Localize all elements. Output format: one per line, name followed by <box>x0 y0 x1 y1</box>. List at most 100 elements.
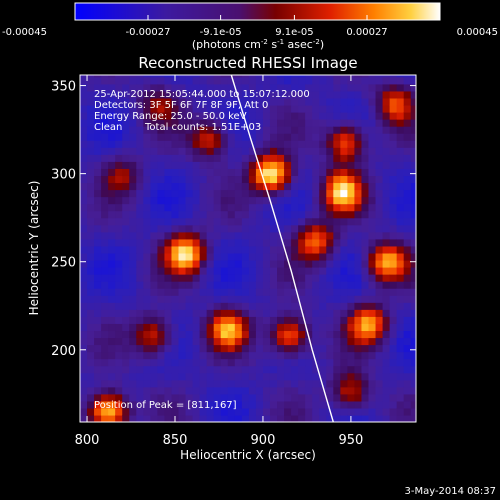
heatmap-cell <box>192 111 201 120</box>
heatmap-cell <box>136 393 144 402</box>
heatmap-cell <box>333 189 341 198</box>
heatmap-cell <box>164 309 173 317</box>
heatmap-cell <box>277 119 285 127</box>
heatmap-cell <box>396 196 405 205</box>
heatmap-cell <box>347 365 356 374</box>
heatmap-cell <box>220 351 229 360</box>
heatmap-cell <box>129 295 137 303</box>
heatmap-cell <box>312 400 320 409</box>
heatmap-cell <box>164 372 173 381</box>
heatmap-cell <box>269 351 278 360</box>
heatmap-cell <box>396 210 405 219</box>
heatmap-cell <box>326 365 334 374</box>
heatmap-cell <box>312 407 320 416</box>
heatmap-cell <box>101 231 109 240</box>
heatmap-cell <box>277 281 285 289</box>
heatmap-cell <box>255 97 264 106</box>
heatmap-cell <box>234 182 243 191</box>
heatmap-cell <box>375 231 384 240</box>
heatmap-cell <box>396 97 405 106</box>
heatmap-cell <box>382 302 391 310</box>
heatmap-cell <box>241 288 250 296</box>
heatmap-cell <box>206 133 215 141</box>
heatmap-cell <box>354 182 363 191</box>
heatmap-cell <box>375 175 384 184</box>
heatmap-cell <box>234 133 243 141</box>
heatmap-cell <box>312 104 320 113</box>
heatmap-cell <box>234 210 243 219</box>
heatmap-cell <box>361 309 370 317</box>
heatmap-cell <box>305 147 313 155</box>
heatmap-cell <box>375 407 384 416</box>
heatmap-cell <box>396 111 405 120</box>
heatmap-cell <box>340 337 348 346</box>
heatmap-cell <box>410 75 416 78</box>
heatmap-cell <box>178 323 187 332</box>
heatmap-cell <box>171 330 180 339</box>
heatmap-cell <box>284 90 292 99</box>
heatmap-cell <box>143 111 151 120</box>
heatmap-cell <box>403 182 412 191</box>
heatmap-cell <box>361 344 370 353</box>
heatmap-cell <box>284 393 292 402</box>
heatmap-cell <box>185 259 194 268</box>
heatmap-cell <box>150 168 159 177</box>
heatmap-cell <box>234 386 243 395</box>
heatmap-cell <box>129 407 137 416</box>
heatmap-cell <box>122 231 130 240</box>
heatmap-cell <box>312 126 320 134</box>
heatmap-cell <box>157 351 166 360</box>
heatmap-cell <box>164 351 173 360</box>
heatmap-cell <box>150 140 159 148</box>
heatmap-cell <box>347 203 356 212</box>
heatmap-cell <box>101 337 109 346</box>
heatmap-cell <box>269 414 278 422</box>
heatmap-cell <box>94 274 102 282</box>
heatmap-cell <box>108 76 116 85</box>
x-axis-label: Heliocentric X (arcsec) <box>180 448 316 462</box>
heatmap-cell <box>185 252 194 261</box>
heatmap-cell <box>312 210 320 219</box>
heatmap-cell <box>389 154 398 162</box>
heatmap-cell <box>115 309 123 317</box>
heatmap-cell <box>319 379 327 388</box>
heatmap-cell <box>354 281 363 289</box>
heatmap-cell <box>87 252 95 261</box>
heatmap-cell <box>410 351 416 360</box>
heatmap-cell <box>220 224 229 233</box>
heatmap-cell <box>199 295 208 303</box>
heatmap-cell <box>248 337 257 346</box>
heatmap-cell <box>319 154 327 162</box>
heatmap-cell <box>171 281 180 289</box>
heatmap-cell <box>108 274 116 282</box>
heatmap-cell <box>298 323 306 332</box>
heatmap-cell <box>164 281 173 289</box>
heatmap-cell <box>347 386 356 395</box>
heatmap-cell <box>319 372 327 381</box>
heatmap-cell <box>389 104 398 113</box>
heatmap-cell <box>389 295 398 303</box>
heatmap-cell <box>389 168 398 177</box>
heatmap-cell <box>291 76 299 85</box>
heatmap-cell <box>368 393 377 402</box>
heatmap-cell <box>298 274 306 282</box>
heatmap-cell <box>382 323 391 332</box>
heatmap-cell <box>248 154 257 162</box>
heatmap-cell <box>206 295 215 303</box>
heatmap-cell <box>227 217 236 226</box>
heatmap-cell <box>136 365 144 374</box>
heatmap-cell <box>333 238 341 247</box>
heatmap-cell <box>319 140 327 148</box>
heatmap-cell <box>136 75 144 78</box>
heatmap-cell <box>262 231 271 240</box>
heatmap-cell <box>101 140 109 148</box>
heatmap-cell <box>382 407 391 416</box>
heatmap-cell <box>150 119 159 127</box>
heatmap-cell <box>164 316 173 324</box>
heatmap-cell <box>108 400 116 409</box>
heatmap-cell <box>129 161 137 169</box>
heatmap-cell <box>262 281 271 289</box>
heatmap-cell <box>199 104 208 113</box>
heatmap-cell <box>368 323 377 332</box>
heatmap-cell <box>403 231 412 240</box>
